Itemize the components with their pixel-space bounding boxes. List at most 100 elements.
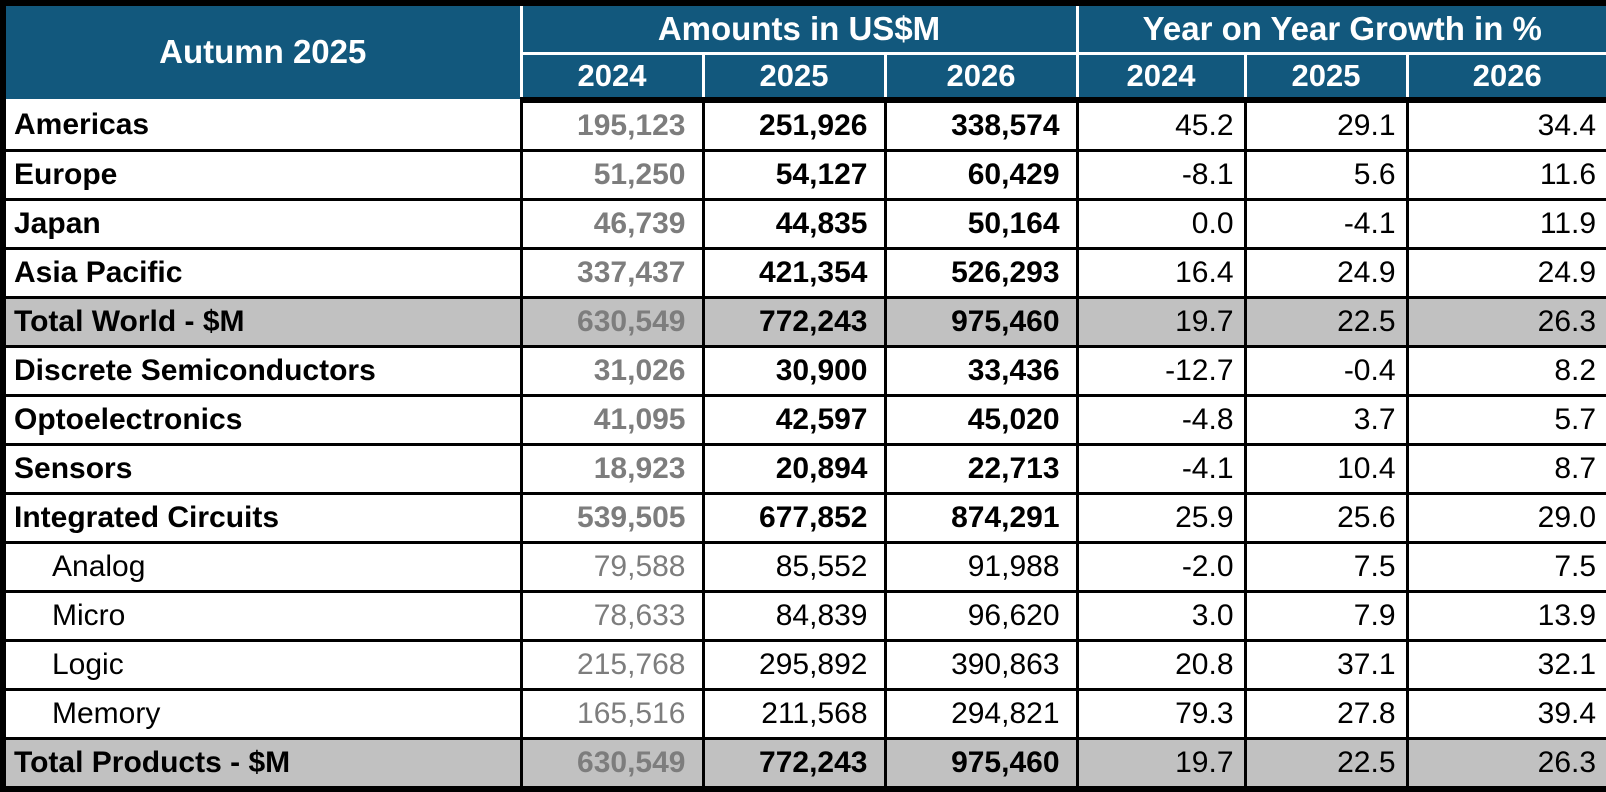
growth-2024: 19.7 xyxy=(1075,296,1247,348)
amount-2025: 295,892 xyxy=(701,639,887,691)
growth-2024: 45.2 xyxy=(1075,98,1247,152)
row-label: Europe xyxy=(1,149,523,201)
table-row-asia-pacific: Asia Pacific 337,437 421,354 526,293 16.… xyxy=(1,247,1606,299)
amount-2026: 975,460 xyxy=(883,737,1079,791)
growth-2026: 11.9 xyxy=(1405,198,1606,250)
amount-2026: 874,291 xyxy=(883,492,1079,544)
growth-2026: 29.0 xyxy=(1405,492,1606,544)
amount-2026: 33,436 xyxy=(883,345,1079,397)
table-body: Americas 195,123 251,926 338,574 45.2 29… xyxy=(1,98,1606,791)
growth-2025: 27.8 xyxy=(1243,688,1409,740)
growth-2026: 34.4 xyxy=(1405,98,1606,152)
growth-2026: 11.6 xyxy=(1405,149,1606,201)
amount-2024: 539,505 xyxy=(519,492,705,544)
amount-2024: 195,123 xyxy=(519,98,705,152)
growth-2025: 5.6 xyxy=(1243,149,1409,201)
growth-2024: 16.4 xyxy=(1075,247,1247,299)
growth-2025: 22.5 xyxy=(1243,737,1409,791)
amount-2026: 975,460 xyxy=(883,296,1079,348)
growth-2024: 25.9 xyxy=(1075,492,1247,544)
amount-2024: 41,095 xyxy=(519,394,705,446)
amount-2025: 211,568 xyxy=(701,688,887,740)
table-row-japan: Japan 46,739 44,835 50,164 0.0 -4.1 11.9 xyxy=(1,198,1606,250)
amount-2024: 165,516 xyxy=(519,688,705,740)
growth-year-2024: 2024 xyxy=(1075,53,1247,103)
amount-2026: 60,429 xyxy=(883,149,1079,201)
amount-2025: 251,926 xyxy=(701,98,887,152)
row-label: Memory xyxy=(1,688,523,740)
table-row-europe: Europe 51,250 54,127 60,429 -8.1 5.6 11.… xyxy=(1,149,1606,201)
amount-2024: 337,437 xyxy=(519,247,705,299)
amount-2026: 45,020 xyxy=(883,394,1079,446)
row-label: Micro xyxy=(1,590,523,642)
table-row-memory: Memory 165,516 211,568 294,821 79.3 27.8… xyxy=(1,688,1606,740)
amount-2026: 96,620 xyxy=(883,590,1079,642)
table-row-micro: Micro 78,633 84,839 96,620 3.0 7.9 13.9 xyxy=(1,590,1606,642)
growth-2024: -4.1 xyxy=(1075,443,1247,495)
growth-2024: -4.8 xyxy=(1075,394,1247,446)
growth-2024: 79.3 xyxy=(1075,688,1247,740)
amount-2024: 79,588 xyxy=(519,541,705,593)
header-year-row: 2024 2025 2026 2024 2025 2026 xyxy=(3,53,1606,103)
growth-2024: 20.8 xyxy=(1075,639,1247,691)
growth-2024: -2.0 xyxy=(1075,541,1247,593)
amount-2024: 46,739 xyxy=(519,198,705,250)
table-row-sensors: Sensors 18,923 20,894 22,713 -4.1 10.4 8… xyxy=(1,443,1606,495)
amount-2024: 18,923 xyxy=(519,443,705,495)
table-row-total-world: Total World - $M 630,549 772,243 975,460… xyxy=(1,296,1606,348)
amount-2025: 42,597 xyxy=(701,394,887,446)
row-label: Logic xyxy=(1,639,523,691)
table-row-analog: Analog 79,588 85,552 91,988 -2.0 7.5 7.5 xyxy=(1,541,1606,593)
amount-2026: 22,713 xyxy=(883,443,1079,495)
growth-2026: 32.1 xyxy=(1405,639,1606,691)
amounts-year-2024: 2024 xyxy=(519,53,705,103)
row-label: Total World - $M xyxy=(1,296,523,348)
header-group-row: Autumn 2025 Amounts in US$M Year on Year… xyxy=(3,3,1606,102)
row-label: Analog xyxy=(1,541,523,593)
amount-2026: 91,988 xyxy=(883,541,1079,593)
amount-2024: 630,549 xyxy=(519,737,705,791)
table-header: Autumn 2025 Amounts in US$M Year on Year… xyxy=(3,3,1606,103)
growth-2026: 26.3 xyxy=(1405,296,1606,348)
growth-2024: -12.7 xyxy=(1075,345,1247,397)
row-label: Sensors xyxy=(1,443,523,495)
growth-2025: 10.4 xyxy=(1243,443,1409,495)
growth-year-2026: 2026 xyxy=(1405,53,1606,103)
growth-2025: 22.5 xyxy=(1243,296,1409,348)
amount-2025: 44,835 xyxy=(701,198,887,250)
growth-2026: 26.3 xyxy=(1405,737,1606,791)
amount-2025: 84,839 xyxy=(701,590,887,642)
amount-2026: 50,164 xyxy=(883,198,1079,250)
growth-2025: 3.7 xyxy=(1243,394,1409,446)
table-row-total-products: Total Products - $M 630,549 772,243 975,… xyxy=(1,737,1606,791)
amount-2024: 31,026 xyxy=(519,345,705,397)
amounts-year-2026: 2026 xyxy=(883,53,1079,103)
growth-2026: 39.4 xyxy=(1405,688,1606,740)
growth-2026: 24.9 xyxy=(1405,247,1606,299)
growth-2026: 8.2 xyxy=(1405,345,1606,397)
amount-2024: 215,768 xyxy=(519,639,705,691)
row-label: Asia Pacific xyxy=(1,247,523,299)
amount-2025: 677,852 xyxy=(701,492,887,544)
amount-2026: 526,293 xyxy=(883,247,1079,299)
growth-2024: -8.1 xyxy=(1075,149,1247,201)
growth-2025: 37.1 xyxy=(1243,639,1409,691)
growth-2026: 8.7 xyxy=(1405,443,1606,495)
amount-2024: 78,633 xyxy=(519,590,705,642)
growth-2025: 7.5 xyxy=(1243,541,1409,593)
amount-2024: 630,549 xyxy=(519,296,705,348)
row-label: Optoelectronics xyxy=(1,394,523,446)
growth-2024: 0.0 xyxy=(1075,198,1247,250)
amount-2026: 338,574 xyxy=(883,98,1079,152)
amount-2026: 390,863 xyxy=(883,639,1079,691)
growth-2025: 24.9 xyxy=(1243,247,1409,299)
amount-2025: 421,354 xyxy=(701,247,887,299)
row-label: Japan xyxy=(1,198,523,250)
growth-2026: 13.9 xyxy=(1405,590,1606,642)
growth-2025: 25.6 xyxy=(1243,492,1409,544)
growth-2025: 7.9 xyxy=(1243,590,1409,642)
growth-year-2025: 2025 xyxy=(1243,53,1409,103)
table-row-americas: Americas 195,123 251,926 338,574 45.2 29… xyxy=(1,98,1606,152)
